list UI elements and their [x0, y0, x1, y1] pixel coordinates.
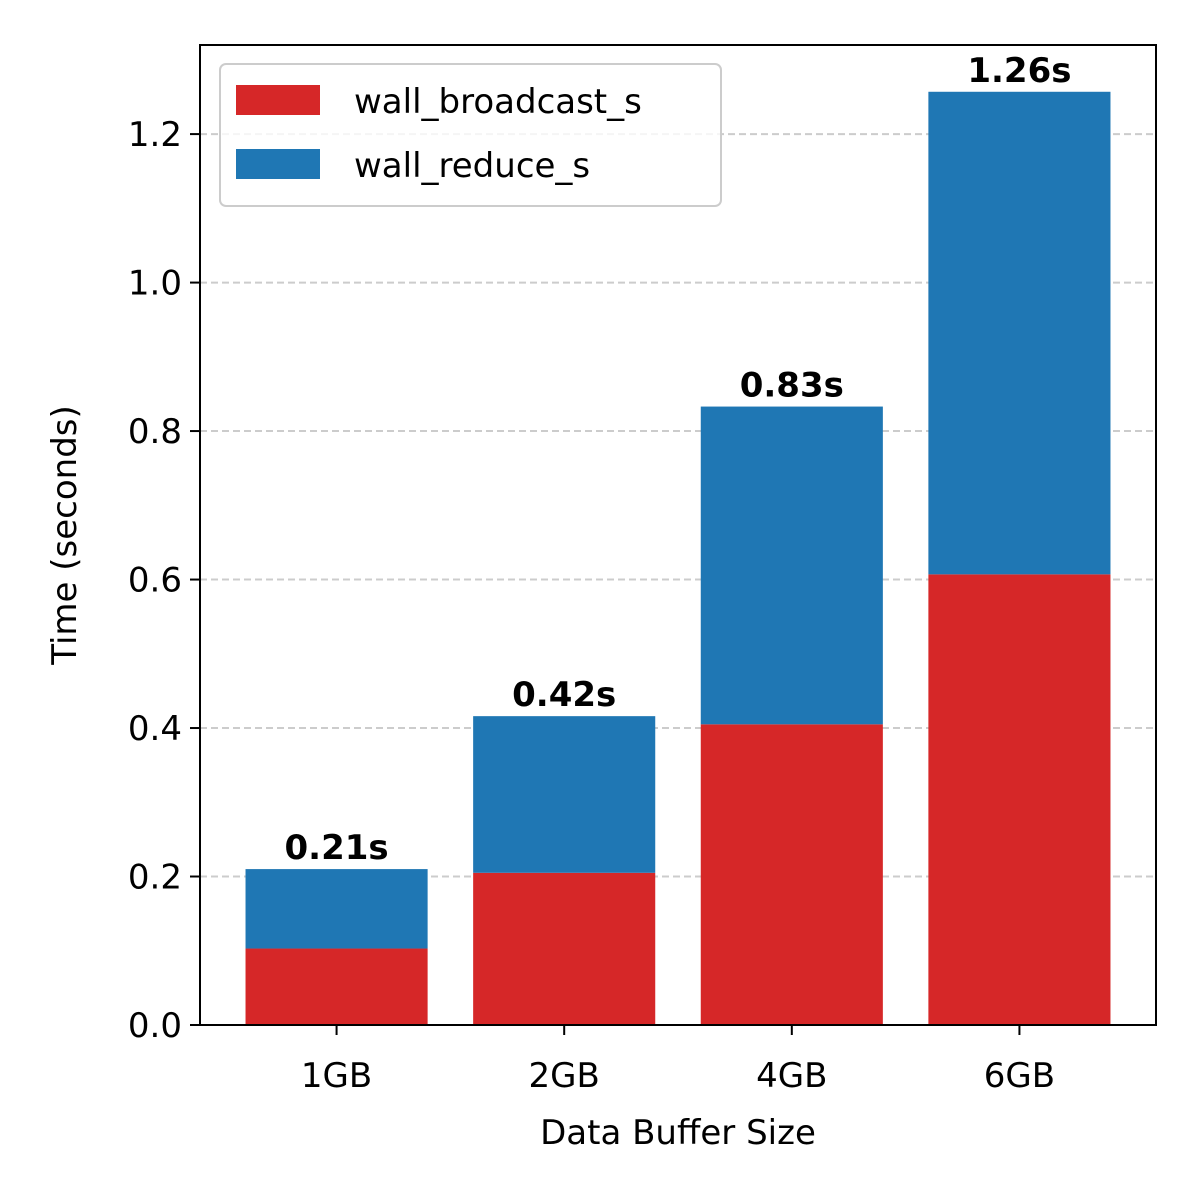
bar-wall-reduce-s — [700, 406, 883, 725]
y-tick-label: 0.8 — [128, 412, 182, 452]
plot-frame — [199, 44, 1157, 1026]
x-tick-label: 1GB — [301, 1056, 372, 1096]
bar-wall-broadcast-s — [928, 574, 1111, 1025]
legend-swatch-broadcast — [236, 85, 320, 115]
y-tick-label: 1.0 — [128, 264, 182, 304]
bar-wall-broadcast-s — [245, 948, 428, 1025]
bar-wall-reduce-s — [245, 869, 428, 949]
x-tick-label: 6GB — [984, 1056, 1055, 1096]
y-tick-label: 1.2 — [128, 115, 182, 155]
bar-total-label: 0.42s — [512, 675, 616, 715]
x-tick-label: 2GB — [529, 1056, 600, 1096]
legend-label-reduce: wall_reduce_s — [354, 146, 590, 186]
bar-wall-reduce-s — [473, 716, 656, 873]
x-tick-label: 4GB — [756, 1056, 827, 1096]
y-axis-label: Time (seconds) — [45, 405, 85, 666]
bar-wall-reduce-s — [928, 91, 1111, 575]
y-tick-label: 0.0 — [128, 1006, 182, 1046]
bar-total-label: 0.21s — [285, 828, 389, 868]
x-axis: 1GB 2GB 4GB 6GB — [301, 1025, 1055, 1096]
y-axis: 0.0 0.2 0.4 0.6 0.8 1.0 1.2 — [128, 115, 200, 1046]
bar-wall-broadcast-s — [700, 724, 883, 1025]
bar-wall-broadcast-s — [473, 872, 656, 1025]
x-axis-label: Data Buffer Size — [540, 1113, 816, 1153]
legend: wall_broadcast_s wall_reduce_s — [219, 63, 722, 207]
y-tick-label: 0.4 — [128, 709, 182, 749]
legend-label-broadcast: wall_broadcast_s — [354, 82, 642, 122]
legend-box — [219, 63, 722, 207]
y-tick-label: 0.2 — [128, 858, 182, 898]
data-labels: 0.21s 0.42s 0.83s 1.26s — [285, 51, 1072, 868]
legend-swatch-reduce — [236, 149, 320, 179]
bar-total-label: 1.26s — [967, 51, 1071, 91]
bar-total-label: 0.83s — [740, 366, 844, 406]
bars — [245, 91, 1111, 1025]
y-tick-label: 0.6 — [128, 561, 182, 601]
